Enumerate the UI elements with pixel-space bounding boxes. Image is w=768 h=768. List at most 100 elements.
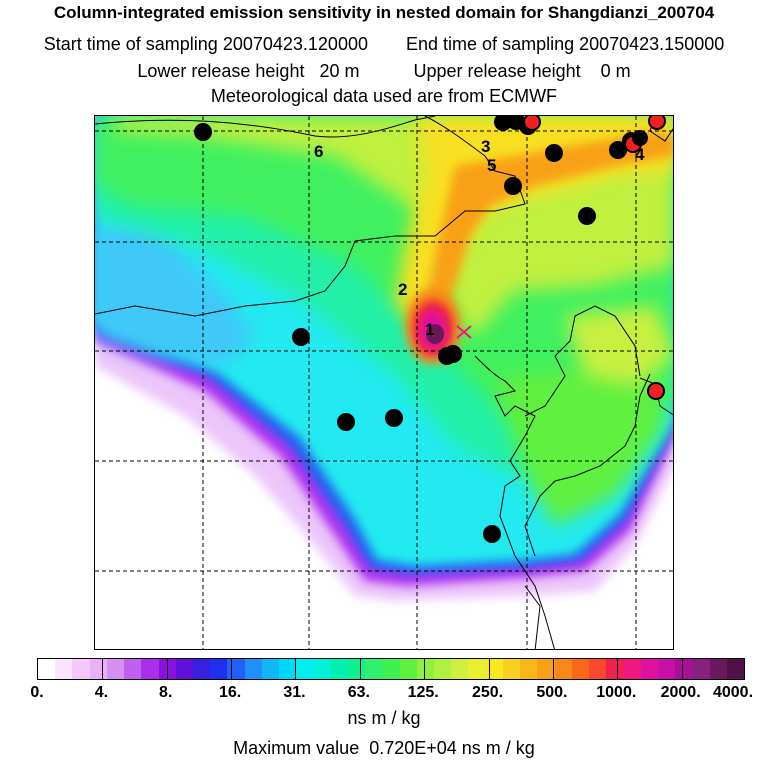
colorbar-tick-label: 4.	[94, 684, 109, 701]
colorbar-tick-mark	[102, 659, 104, 679]
colorbar-cell	[124, 659, 142, 679]
station-dot	[578, 207, 596, 225]
station-dot	[337, 413, 355, 431]
colorbar-cell	[365, 659, 383, 679]
point-label-6: 6	[314, 142, 324, 161]
colorbar-cell	[313, 659, 331, 679]
sampling-times: Start time of sampling 20070423.120000 E…	[0, 34, 768, 55]
max-value-label: Maximum value 0.720E+04 ns m / kg	[233, 738, 535, 758]
colorbar-cell	[692, 659, 710, 679]
station-dot	[483, 525, 501, 543]
colorbar-cell	[434, 659, 452, 679]
colorbar-cell	[141, 659, 159, 679]
field-lightblue	[95, 226, 255, 366]
colorbar-cell	[330, 659, 348, 679]
start-time-label: Start time of sampling 20070423.120000	[43, 34, 368, 54]
lower-release-label: Lower release height 20 m	[137, 61, 360, 81]
colorbar-cell	[416, 659, 435, 679]
field-yellowgreen-east	[565, 306, 673, 386]
colorbar-units: ns m / kg	[347, 708, 421, 728]
colorbar-cell	[709, 659, 727, 679]
colorbar-tick-label: 0.	[30, 684, 44, 701]
colorbar-cell	[89, 659, 107, 679]
point-label-2: 2	[398, 280, 408, 299]
colorbar-cell	[675, 659, 693, 679]
colorbar-cell	[55, 659, 73, 679]
colorbar-tick-label: 16.	[218, 684, 242, 701]
release-point-marker	[456, 325, 472, 339]
colorbar-tick-mark	[295, 659, 297, 679]
station-dot	[504, 177, 522, 195]
colorbar-cell	[485, 659, 503, 679]
colorbar-cell	[554, 659, 572, 679]
colorbar-cell	[261, 659, 280, 679]
colorbar	[37, 658, 745, 680]
colorbar-cell	[726, 659, 744, 679]
station-dot-red	[523, 116, 541, 131]
colorbar-cell	[589, 659, 607, 679]
colorbar-cell	[227, 659, 245, 679]
colorbar-cell	[468, 659, 486, 679]
colorbar-tick-mark	[424, 659, 426, 679]
colorbar-cell	[106, 659, 125, 679]
station-dot	[545, 144, 563, 162]
colorbar-cell	[451, 659, 469, 679]
field-orange	[425, 131, 673, 321]
colorbar-cell	[640, 659, 658, 679]
colorbar-tick-label: 125.	[407, 684, 439, 701]
point-label-3: 3	[481, 137, 491, 156]
station-dot	[609, 141, 627, 159]
colorbar-cell	[347, 659, 366, 679]
colorbar-tick-mark	[231, 659, 233, 679]
colorbar-tick-mark	[681, 659, 683, 679]
colorbar-cell	[657, 659, 676, 679]
colorbar-tick-label: 8.	[159, 684, 173, 701]
colorbar-cell	[296, 659, 314, 679]
map-canvas	[95, 116, 673, 649]
colorbar-cell	[606, 659, 624, 679]
station-dot-red	[648, 116, 666, 130]
colorbar-cell	[244, 659, 262, 679]
colorbar-tick-mark	[359, 659, 361, 679]
colorbar-tick-label: 63.	[347, 684, 370, 701]
station-dot	[632, 130, 648, 146]
colorbar-tick-mark	[552, 659, 554, 679]
colorbar-cell	[571, 659, 589, 679]
colorbar-cell	[399, 659, 417, 679]
point-label-5: 5	[487, 156, 497, 175]
station-dot-red	[647, 382, 665, 400]
point-label-4: 4	[635, 145, 645, 164]
release-heights: Lower release height 20 m Upper release …	[0, 61, 768, 82]
colorbar-tick-label: 250.	[471, 684, 504, 701]
colorbar-cell	[72, 659, 90, 679]
colorbar-tick-mark	[488, 659, 490, 679]
station-dot	[194, 123, 212, 141]
colorbar-cell	[382, 659, 400, 679]
colorbar-tick-label: 500.	[536, 684, 568, 701]
station-dot	[385, 409, 403, 427]
met-data-label: Meteorological data used are from ECMWF	[210, 86, 558, 106]
colorbar-cell	[502, 659, 521, 679]
grid-lines	[95, 116, 673, 649]
end-time-label: End time of sampling 20070423.150000	[406, 34, 725, 54]
colorbar-cell	[623, 659, 641, 679]
point-label-1: 1	[425, 320, 435, 339]
colorbar-cell	[38, 659, 56, 679]
field-core	[426, 324, 444, 344]
colorbar-tick-label: 1000.	[596, 684, 637, 701]
stations	[194, 116, 666, 543]
coastlines	[95, 116, 673, 649]
colorbar-cell	[192, 659, 211, 679]
colorbar-tick-mark	[166, 659, 168, 679]
upper-release-label: Upper release height 0 m	[413, 61, 631, 81]
colorbar-tick-mark	[617, 659, 619, 679]
station-dot	[444, 345, 462, 363]
station-dot	[292, 328, 310, 346]
colorbar-tick-label: 31.	[283, 684, 306, 701]
colorbar-cell	[520, 659, 538, 679]
field-green-east	[495, 366, 665, 526]
sensitivity-map: 1 2 3 4 5 6	[94, 115, 674, 650]
plot-title: Column-integrated emission sensitivity i…	[53, 3, 715, 22]
colorbar-cell	[537, 659, 555, 679]
colorbar-cell	[279, 659, 297, 679]
